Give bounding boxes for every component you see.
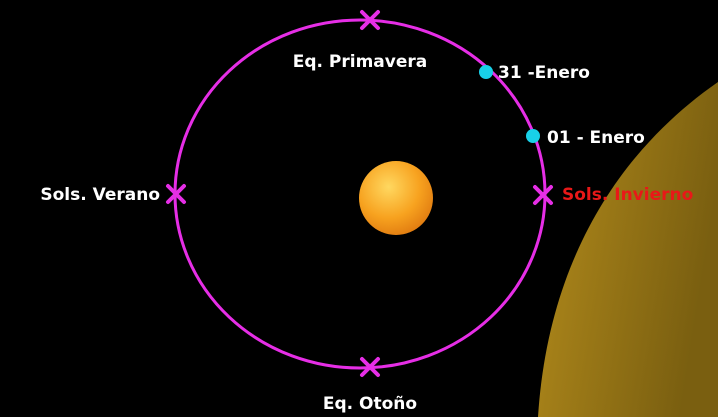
label: Eq. Primavera	[293, 52, 427, 72]
label: 01 - Enero	[547, 128, 645, 148]
label: Eq. Otoño	[323, 394, 417, 414]
label: Sols. Verano	[40, 185, 160, 205]
label: 31 -Enero	[498, 63, 590, 83]
orbit-diagram: Eq. Primavera Sols. Verano Sols. Inviern…	[0, 0, 718, 417]
label: Sols. Invierno	[562, 185, 693, 205]
date-dot	[479, 65, 493, 79]
date-dot	[526, 129, 540, 143]
sun	[359, 161, 433, 235]
